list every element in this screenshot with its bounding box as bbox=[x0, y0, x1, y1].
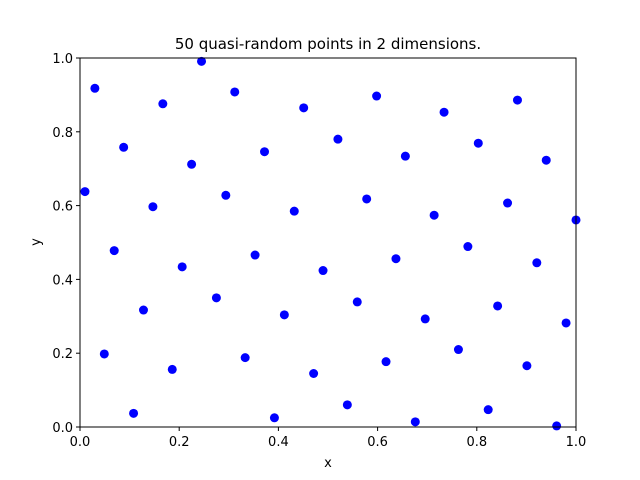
data-point bbox=[561, 318, 571, 328]
data-point bbox=[230, 87, 240, 97]
x-axis: 0.0 0.2 0.4 0.6 0.8 1.0 bbox=[70, 427, 587, 450]
plot-frame bbox=[79, 57, 577, 428]
y-tick-label: 0.0 bbox=[52, 421, 73, 436]
data-point bbox=[552, 421, 562, 431]
data-point bbox=[381, 357, 391, 367]
data-point bbox=[129, 408, 139, 418]
chart-title: 50 quasi-random points in 2 dimensions. bbox=[175, 35, 481, 53]
data-point bbox=[269, 413, 279, 423]
data-point bbox=[503, 198, 513, 208]
data-point bbox=[177, 262, 187, 272]
data-point bbox=[260, 147, 270, 157]
data-point bbox=[187, 159, 197, 169]
data-point bbox=[400, 151, 410, 161]
data-point bbox=[211, 293, 221, 303]
x-tick-label: 1.0 bbox=[566, 435, 587, 450]
data-point bbox=[372, 91, 382, 101]
data-point bbox=[342, 400, 352, 410]
y-tick-label: 0.4 bbox=[52, 273, 73, 288]
data-point bbox=[532, 258, 542, 268]
data-point bbox=[473, 138, 483, 148]
data-point bbox=[80, 187, 90, 197]
data-point bbox=[279, 310, 289, 320]
y-axis-label: y bbox=[29, 238, 44, 246]
data-point bbox=[352, 297, 362, 307]
y-tick-label: 0.8 bbox=[52, 126, 73, 141]
data-point bbox=[410, 417, 420, 427]
plot-area bbox=[80, 58, 576, 427]
data-point bbox=[148, 202, 158, 212]
data-point bbox=[463, 242, 473, 252]
data-point bbox=[453, 345, 463, 355]
data-point bbox=[197, 56, 207, 66]
data-point bbox=[109, 246, 119, 256]
data-point bbox=[138, 305, 148, 315]
x-tick-label: 0.2 bbox=[169, 435, 190, 450]
data-point bbox=[158, 99, 168, 109]
data-point bbox=[289, 206, 299, 216]
x-tick-label: 0.0 bbox=[70, 435, 91, 450]
y-axis: 0.0 0.2 0.4 0.6 0.8 1.0 bbox=[52, 52, 80, 436]
data-point bbox=[483, 405, 493, 415]
data-point bbox=[522, 361, 532, 371]
y-tick-label: 0.2 bbox=[52, 347, 73, 362]
y-tick-label: 0.6 bbox=[52, 200, 73, 215]
data-point bbox=[362, 194, 372, 204]
data-point bbox=[420, 314, 430, 324]
x-tick-label: 0.4 bbox=[268, 435, 289, 450]
data-point bbox=[309, 368, 319, 378]
data-point bbox=[318, 266, 328, 276]
points-layer bbox=[80, 56, 581, 431]
x-tick-label: 0.6 bbox=[367, 435, 388, 450]
data-point bbox=[541, 155, 551, 165]
data-point bbox=[333, 134, 343, 144]
data-point bbox=[221, 190, 231, 200]
data-point bbox=[299, 103, 309, 113]
data-point bbox=[240, 353, 250, 363]
y-tick-label: 1.0 bbox=[52, 52, 73, 67]
x-axis-label: x bbox=[324, 456, 332, 471]
data-point bbox=[167, 364, 177, 374]
data-point bbox=[250, 250, 260, 260]
x-tick-label: 0.8 bbox=[466, 435, 487, 450]
data-point bbox=[512, 95, 522, 105]
data-point bbox=[391, 254, 401, 264]
data-point bbox=[90, 83, 100, 93]
data-point bbox=[119, 142, 129, 152]
data-point bbox=[493, 301, 503, 311]
data-point bbox=[99, 349, 109, 359]
data-point bbox=[429, 210, 439, 220]
data-point bbox=[439, 107, 449, 117]
